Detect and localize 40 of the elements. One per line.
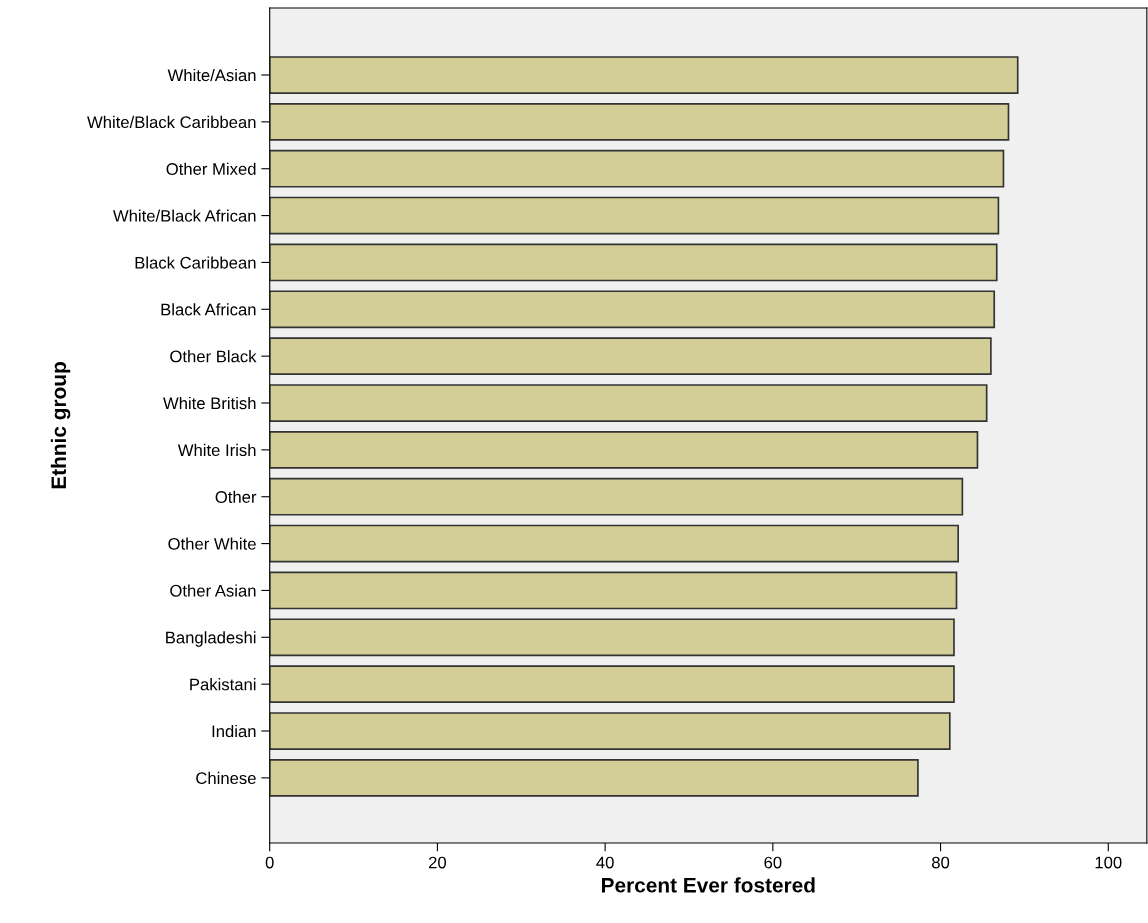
bar xyxy=(269,524,960,563)
x-tick-label: 60 xyxy=(764,856,782,869)
x-tick-label: 80 xyxy=(932,856,950,869)
y-tick-label: Indian xyxy=(212,724,256,738)
bar xyxy=(269,430,979,469)
x-tick-label: 0 xyxy=(265,856,274,869)
y-tick-label: White British xyxy=(163,396,256,410)
bar xyxy=(269,196,1000,235)
bar xyxy=(269,56,1019,94)
y-axis-title: Ethnic group xyxy=(50,362,71,489)
x-tick-label: 40 xyxy=(596,856,614,869)
y-tick-label: Bangladeshi xyxy=(166,631,256,647)
y-tick-label: Other Black xyxy=(170,350,257,363)
y-tick-label: Other Mixed xyxy=(166,162,256,175)
y-tick-label: White/Black Caribbean xyxy=(87,115,256,129)
bar xyxy=(269,477,964,516)
bar xyxy=(269,665,955,704)
x-axis-title: Percent Ever fostered xyxy=(601,877,815,893)
y-tick-label: Black African xyxy=(161,303,256,316)
y-tick-label: Other Asian xyxy=(170,584,256,597)
bar xyxy=(269,102,1010,141)
bar xyxy=(269,571,958,610)
x-tick-label: 100 xyxy=(1095,856,1122,869)
bar xyxy=(269,712,951,750)
y-tick-label: Other xyxy=(215,490,257,503)
bar xyxy=(269,758,919,797)
y-tick-label: Black Caribbean xyxy=(135,256,256,269)
bar xyxy=(269,243,998,282)
bar xyxy=(269,337,992,376)
y-tick-label: White/Black African xyxy=(113,209,256,222)
bar xyxy=(269,149,1005,188)
x-tick-label: 20 xyxy=(428,856,447,869)
y-tick-label: White/Asian xyxy=(167,68,256,82)
bar xyxy=(269,618,955,657)
y-tick-label: Other White xyxy=(168,537,256,550)
y-tick-label: White Irish xyxy=(177,443,256,457)
bar xyxy=(269,384,988,422)
y-tick-label: Chinese xyxy=(196,771,256,785)
y-tick-label: Pakistani xyxy=(190,678,256,691)
bar xyxy=(269,290,996,329)
